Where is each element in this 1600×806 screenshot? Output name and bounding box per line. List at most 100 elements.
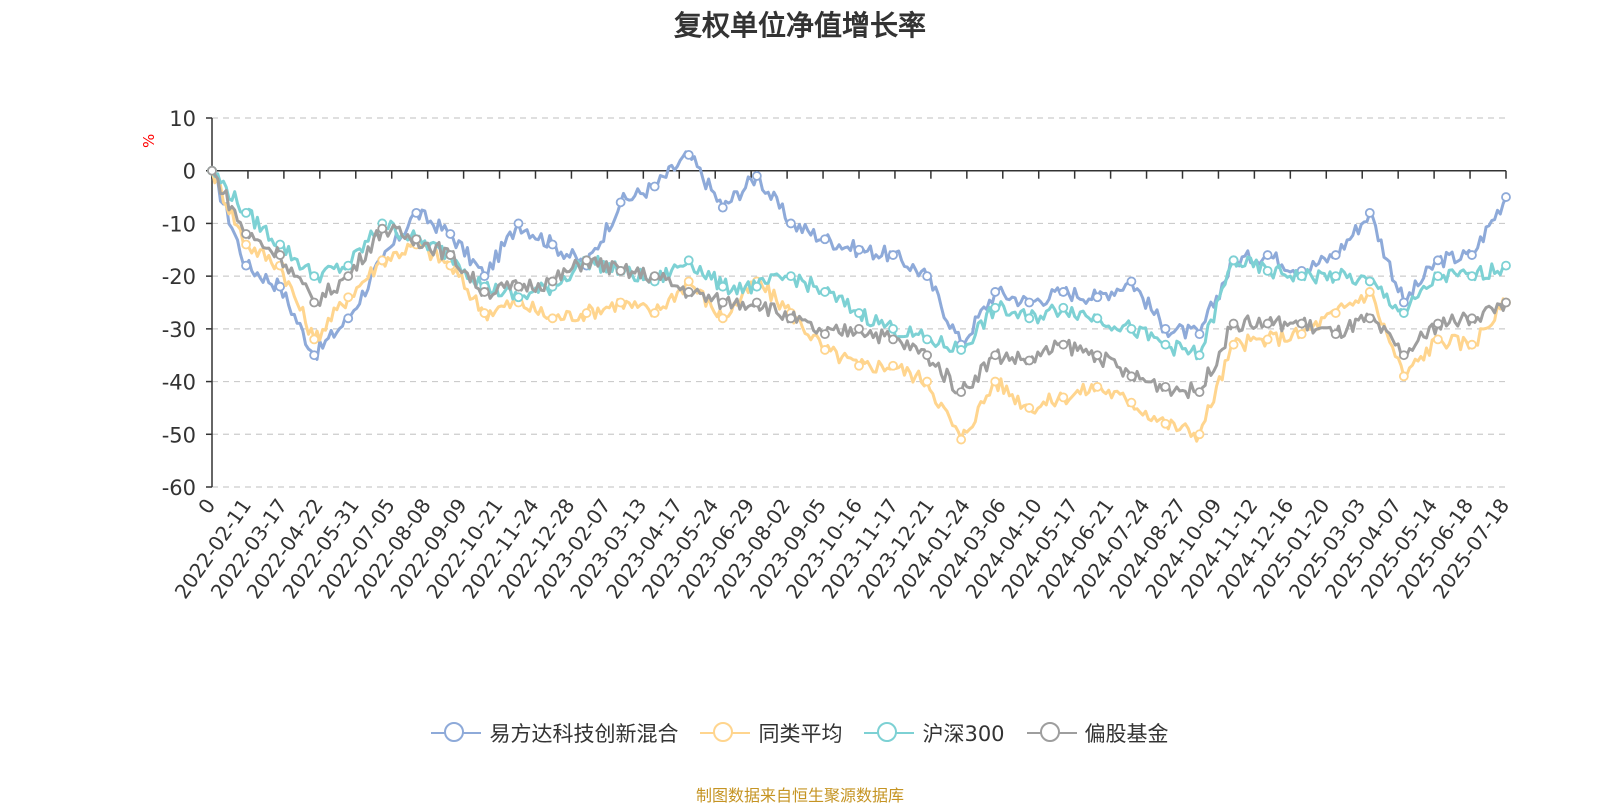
series-point (1467, 339, 1477, 350)
series-point (1126, 276, 1137, 287)
series-point (1058, 339, 1069, 350)
series-point (1262, 250, 1273, 260)
series-point (547, 239, 558, 250)
legend-item[interactable]: 易方达科技创新混合 (431, 718, 678, 748)
series-point (1058, 302, 1069, 313)
series-point (956, 434, 967, 445)
series-point (751, 171, 762, 181)
series-point (309, 271, 320, 282)
series-point (922, 376, 933, 387)
series-point (1024, 297, 1035, 308)
series-point (1432, 318, 1443, 329)
y-tick-label: -60 (162, 476, 196, 500)
series-point (1330, 271, 1341, 282)
series-point (990, 350, 1001, 361)
series-point (922, 334, 933, 345)
series-point (1024, 403, 1035, 413)
series-point (343, 260, 354, 271)
series-point (309, 297, 320, 308)
series-point (990, 302, 1001, 313)
series-point (343, 313, 354, 324)
series-point (547, 276, 558, 287)
series-point (820, 345, 830, 355)
series-point (717, 281, 728, 292)
series-point (1296, 318, 1307, 329)
series-point (1467, 250, 1477, 260)
y-tick-label: -20 (162, 265, 196, 289)
series-point (1398, 350, 1409, 361)
series-point (513, 292, 524, 303)
series-point (275, 250, 286, 260)
series-point (343, 271, 354, 282)
y-tick-label: 10 (169, 107, 196, 131)
series-point (445, 250, 456, 260)
series-point (241, 207, 251, 218)
series-point (1398, 297, 1409, 308)
y-tick-label: -50 (162, 423, 196, 447)
series-point (581, 255, 592, 266)
series-point (785, 271, 796, 282)
series-point (1092, 350, 1103, 361)
series-point (1228, 339, 1239, 350)
series-point (615, 265, 626, 276)
series-point (1364, 276, 1375, 287)
series-point (309, 350, 320, 361)
series-point (717, 297, 728, 308)
series-point (956, 345, 967, 355)
series-point (479, 308, 490, 318)
series-point (1262, 265, 1273, 276)
series-point (1398, 371, 1409, 382)
legend-item[interactable]: 偏股基金 (1026, 718, 1169, 748)
legend: 易方达科技创新混合 同类平均 沪深300 偏股基金 (0, 718, 1600, 748)
series-point (411, 207, 422, 218)
series-point (1432, 334, 1443, 345)
series-point (1330, 308, 1341, 318)
series-point (1501, 260, 1511, 271)
legend-label: 同类平均 (758, 722, 843, 746)
series-point (888, 334, 898, 345)
series-point (683, 255, 694, 266)
source-note: 制图数据来自恒生聚源数据库 (695, 786, 904, 805)
series-layer (207, 149, 1511, 445)
series-point (751, 281, 762, 292)
series-point (1194, 387, 1205, 398)
series-point (1092, 313, 1103, 324)
series-point (615, 197, 626, 208)
series-point (1296, 329, 1307, 340)
series-point (854, 308, 864, 318)
series-point (1126, 371, 1137, 382)
series-line (210, 170, 1508, 443)
series-point (241, 260, 251, 271)
series-point (888, 250, 898, 260)
series-point (479, 271, 490, 282)
series-point (547, 313, 558, 324)
series-point (854, 244, 864, 255)
series-point (1092, 381, 1103, 392)
series-point (1160, 339, 1171, 350)
series-point (649, 308, 660, 318)
series-point (1160, 418, 1171, 429)
series-point (888, 323, 898, 334)
series-point (411, 234, 422, 245)
series-point (445, 229, 456, 239)
chart-title: 复权单位净值增长率 (673, 9, 926, 42)
series-point (1262, 318, 1273, 329)
series-point (479, 287, 490, 297)
series-point (922, 271, 933, 282)
series-point (615, 297, 626, 308)
y-tick-label: 0 (183, 160, 196, 184)
legend-label: 偏股基金 (1084, 722, 1169, 746)
series-point (1024, 355, 1035, 366)
series-point (377, 223, 388, 234)
series-point (888, 360, 898, 371)
series-point (854, 323, 864, 334)
series-point (1194, 350, 1205, 361)
series-point (820, 329, 830, 340)
series-point (1330, 250, 1341, 260)
series-point (513, 281, 524, 292)
legend-item[interactable]: 同类平均 (700, 718, 842, 748)
series-point (683, 287, 694, 297)
y-tick-label: -10 (162, 212, 196, 236)
series-point (275, 281, 286, 292)
legend-item[interactable]: 沪深300 (864, 718, 1005, 748)
